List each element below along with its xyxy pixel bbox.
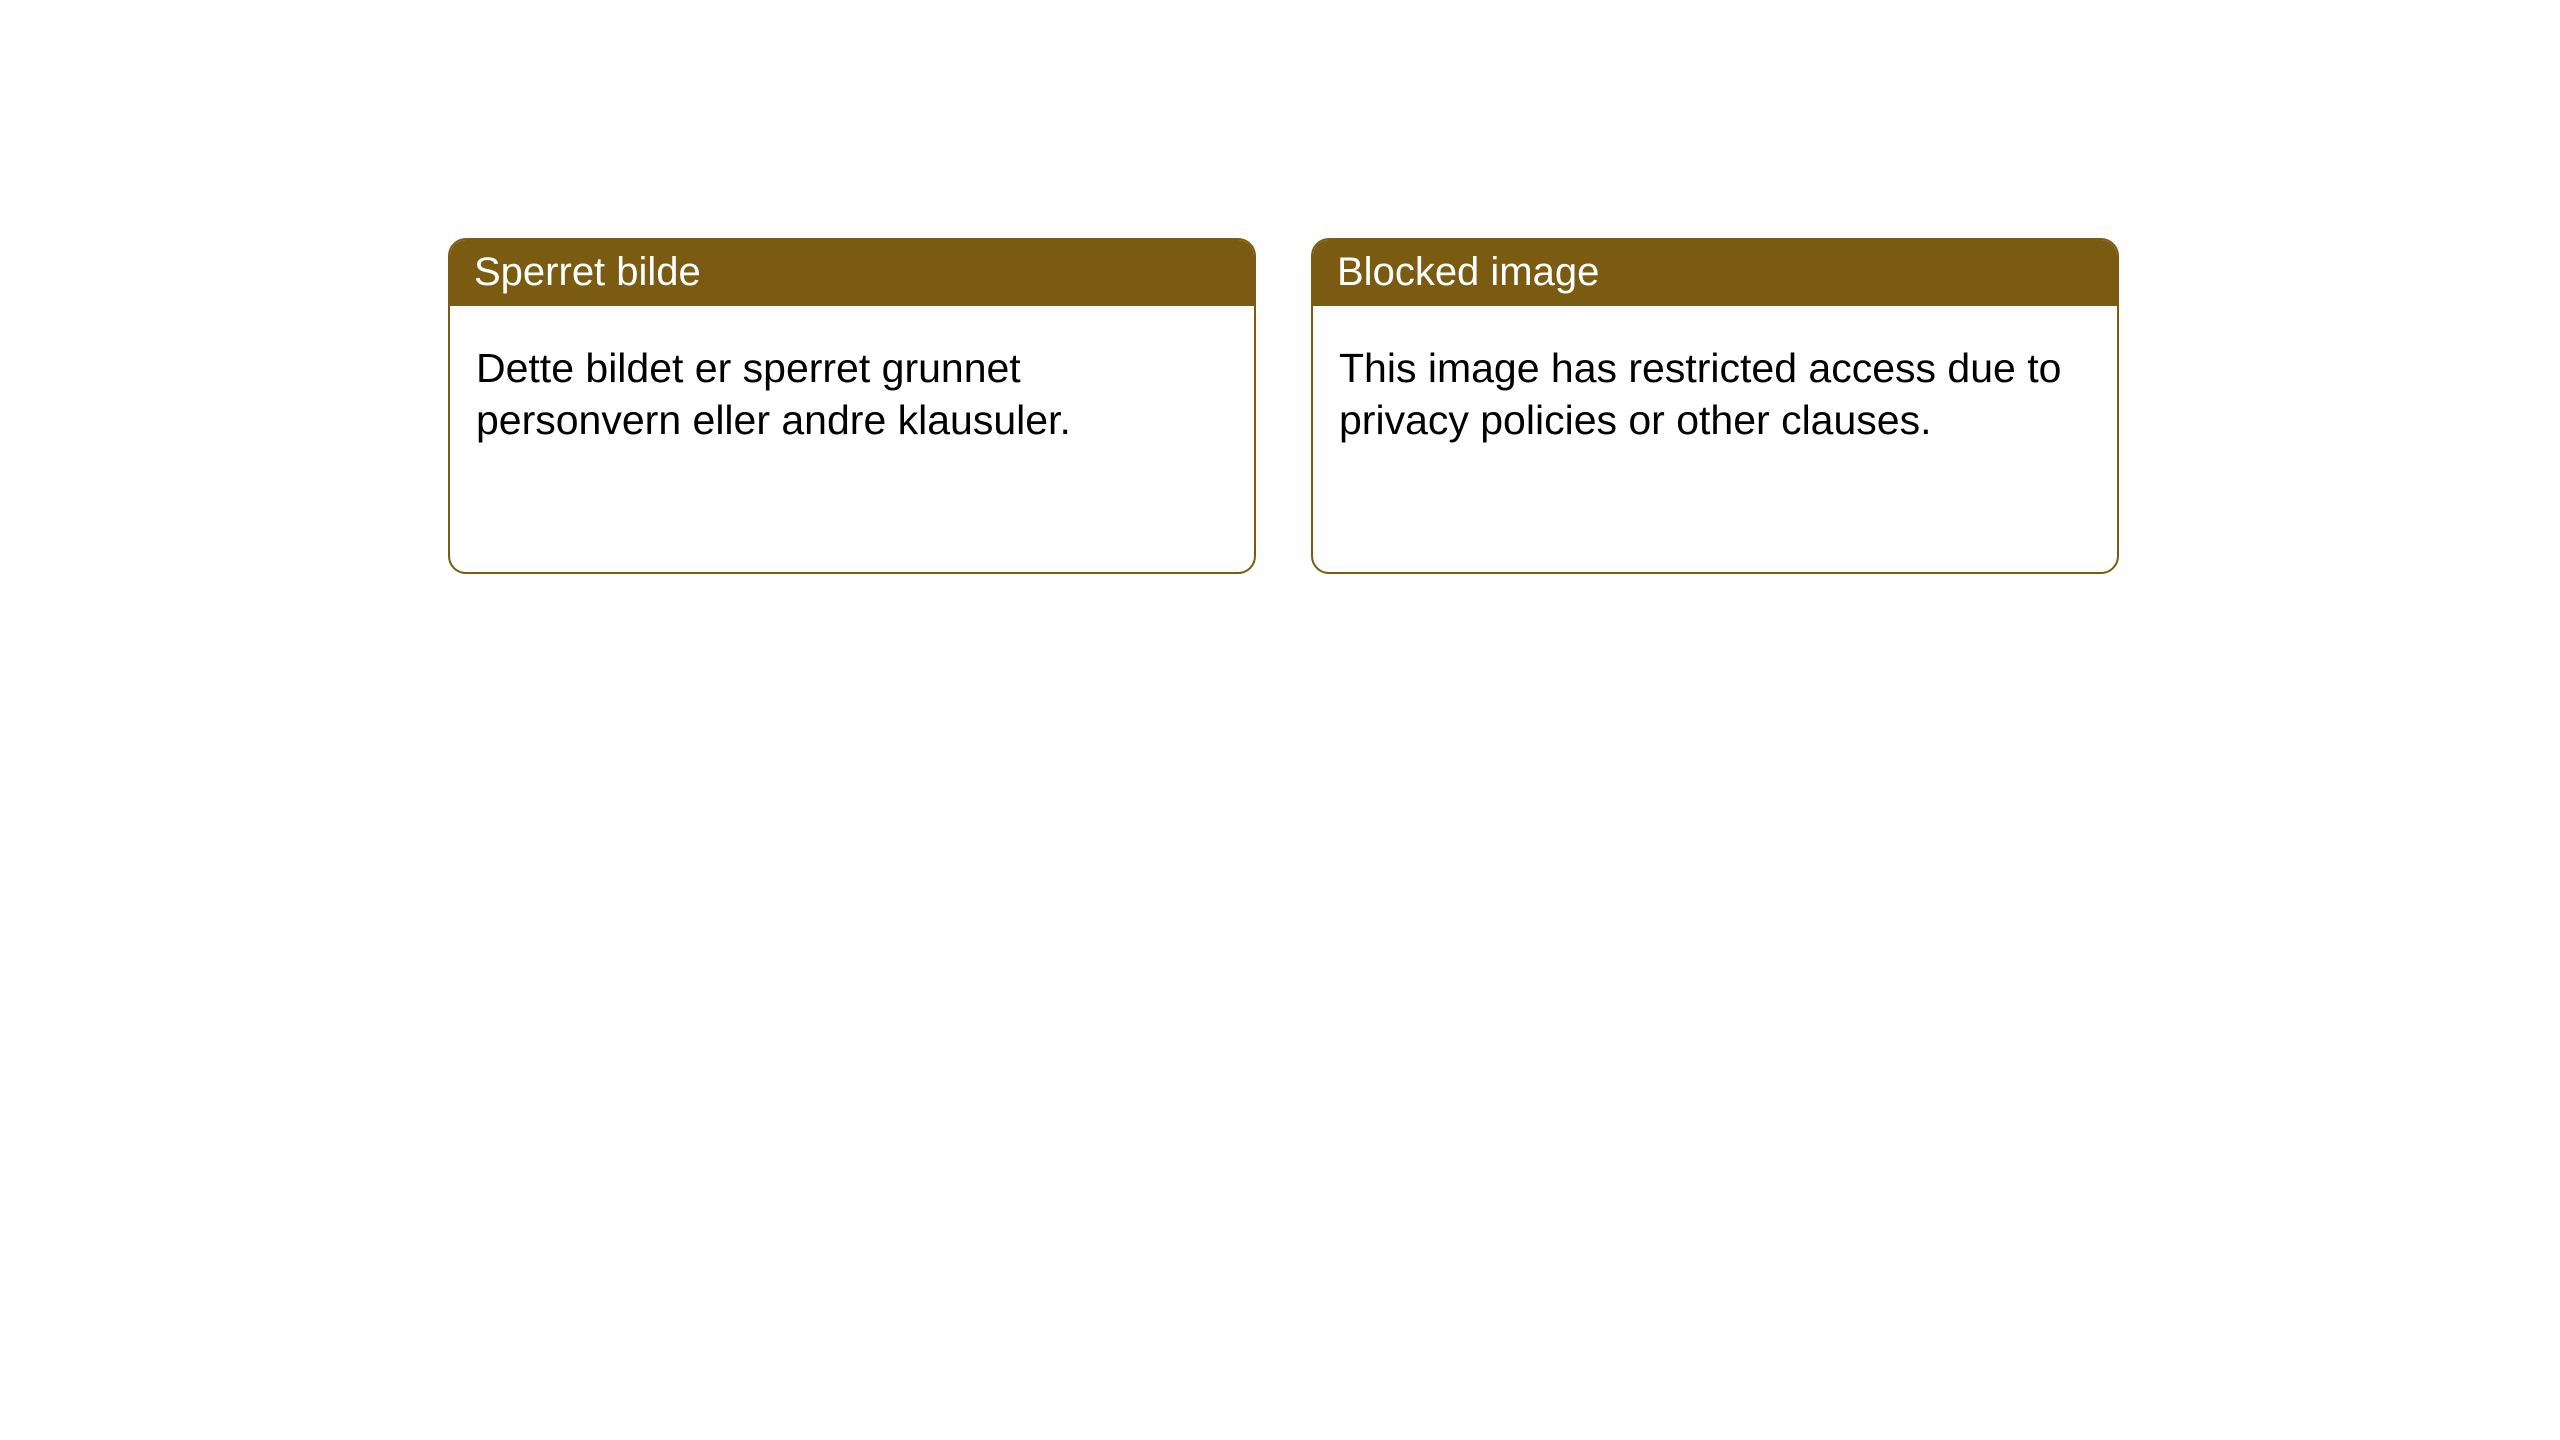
notice-title-english: Blocked image bbox=[1313, 240, 2117, 306]
notice-card-norwegian: Sperret bilde Dette bildet er sperret gr… bbox=[448, 238, 1256, 574]
notice-title-norwegian: Sperret bilde bbox=[450, 240, 1254, 306]
notice-container: Sperret bilde Dette bildet er sperret gr… bbox=[0, 0, 2560, 574]
notice-body-english: This image has restricted access due to … bbox=[1313, 306, 2117, 483]
notice-body-norwegian: Dette bildet er sperret grunnet personve… bbox=[450, 306, 1254, 483]
notice-card-english: Blocked image This image has restricted … bbox=[1311, 238, 2119, 574]
